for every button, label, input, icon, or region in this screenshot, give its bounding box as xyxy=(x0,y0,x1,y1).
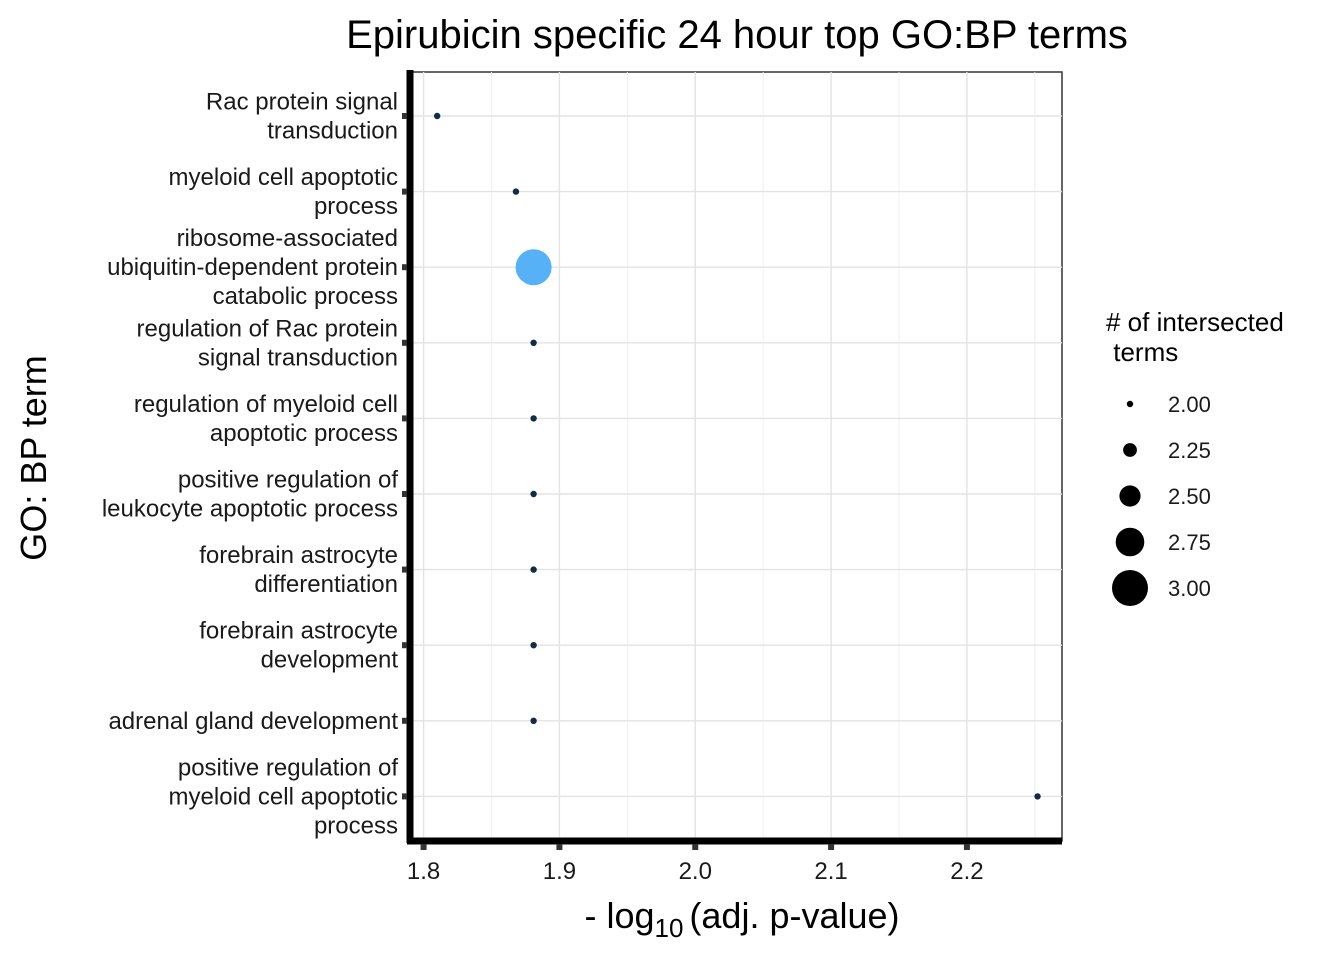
legend-label: 3.00 xyxy=(1168,576,1211,601)
y-tick-label: positive regulation of leukocyte apoptoti… xyxy=(102,467,399,523)
y-tick-label-line: development xyxy=(261,647,399,674)
legend-key-circle xyxy=(1123,443,1137,457)
y-tick-label-line: ubiquitin-dependent protein xyxy=(107,254,398,281)
legend-key-circle xyxy=(1112,570,1148,606)
y-tick-label-line: myeloid cell apoptotic xyxy=(169,783,398,810)
y-tick-label: regulation of Rac protein signal transduc… xyxy=(137,315,399,371)
y-tick-label-line: positive regulation of xyxy=(178,467,398,494)
x-tick-label: 2.1 xyxy=(814,858,847,885)
y-tick-label: forebrain astrocyte differentiation xyxy=(199,542,398,598)
data-point xyxy=(1034,793,1041,800)
y-tick-label: positive regulation of myeloid cell apopt… xyxy=(169,754,399,839)
axes xyxy=(402,70,1062,850)
y-tick-label-line: forebrain astrocyte xyxy=(199,618,398,645)
y-tick-label-line: leukocyte apoptotic process xyxy=(102,496,398,523)
y-tick-label: Rac protein signal transduction xyxy=(206,89,398,145)
y-tick-label-line: forebrain astrocyte xyxy=(199,542,398,569)
x-axis-title-subscript: 10 xyxy=(655,913,684,943)
data-point xyxy=(515,249,552,286)
data-point xyxy=(530,717,537,724)
x-axis-title-prefix: - log xyxy=(584,895,654,936)
legend-key-circle xyxy=(1119,485,1141,507)
x-tick-label: 1.9 xyxy=(543,858,576,885)
y-tick-label-line: differentiation xyxy=(254,571,398,598)
legend-title-line: # of intersected xyxy=(1106,307,1284,337)
x-tick-labels: 1.8 1.9 2.0 2.1 2.2 xyxy=(407,858,984,885)
y-tick-label: regulation of myeloid cell apoptotic proc… xyxy=(134,391,398,447)
x-tick-label: 2.2 xyxy=(950,858,983,885)
size-legend: # of intersected terms 2.00 2.25 2.50 2.75 3.… xyxy=(1106,307,1284,606)
y-tick-label-line: process xyxy=(314,812,398,839)
data-point xyxy=(530,490,537,498)
data-points xyxy=(433,112,1041,800)
data-point xyxy=(530,339,537,346)
legend-label: 2.00 xyxy=(1168,392,1211,417)
grid-lines xyxy=(409,71,1063,842)
legend-label: 2.50 xyxy=(1168,484,1211,509)
x-tick-label: 1.8 xyxy=(407,858,440,885)
y-tick-label-line: ribosome-associated xyxy=(177,225,398,252)
plot-panel xyxy=(409,71,1063,842)
y-tick-label-line: apoptotic process xyxy=(210,420,398,447)
x-tick-label: 2.0 xyxy=(679,858,712,885)
y-tick-label-line: regulation of myeloid cell xyxy=(134,391,398,418)
data-point xyxy=(512,188,520,195)
y-tick-label-line: regulation of Rac protein xyxy=(137,315,399,342)
legend-label: 2.25 xyxy=(1168,438,1211,463)
y-tick-label-line: positive regulation of xyxy=(178,754,398,781)
x-axis-title: - log10 (adj. p-value) xyxy=(584,895,899,943)
data-point xyxy=(530,642,537,649)
legend-key-circle xyxy=(1126,400,1134,408)
y-tick-label-line: transduction xyxy=(267,118,398,145)
legend-label: 2.75 xyxy=(1168,530,1211,555)
legend-key-circle xyxy=(1115,527,1145,557)
y-tick-label: myeloid cell apoptotic process xyxy=(169,164,398,220)
y-axis-title: GO: BP term xyxy=(13,355,54,560)
x-axis-title-suffix: (adj. p-value) xyxy=(689,895,899,936)
legend-title: # of intersected terms xyxy=(1106,307,1284,367)
data-point xyxy=(433,112,441,120)
y-tick-label-line: myeloid cell apoptotic xyxy=(169,164,398,191)
y-tick-label-line: catabolic process xyxy=(213,283,398,310)
y-tick-label: forebrain astrocyte development xyxy=(199,618,398,674)
y-tick-label-line: process xyxy=(314,193,398,220)
legend-title-line: terms xyxy=(1106,337,1178,367)
y-tick-label-line: signal transduction xyxy=(198,344,398,371)
y-tick-label: adrenal gland development xyxy=(108,708,398,735)
chart-title: Epirubicin specific 24 hour top GO:BP te… xyxy=(346,13,1128,57)
data-point xyxy=(530,415,537,422)
y-tick-labels: Rac protein signal transduction myeloid ce… xyxy=(102,89,399,840)
data-point xyxy=(530,566,537,573)
y-tick-label: ribosome-associated ubiquitin-dependent p… xyxy=(107,225,398,310)
y-tick-label-line: adrenal gland development xyxy=(108,708,398,735)
y-tick-label-line: Rac protein signal xyxy=(206,89,398,116)
